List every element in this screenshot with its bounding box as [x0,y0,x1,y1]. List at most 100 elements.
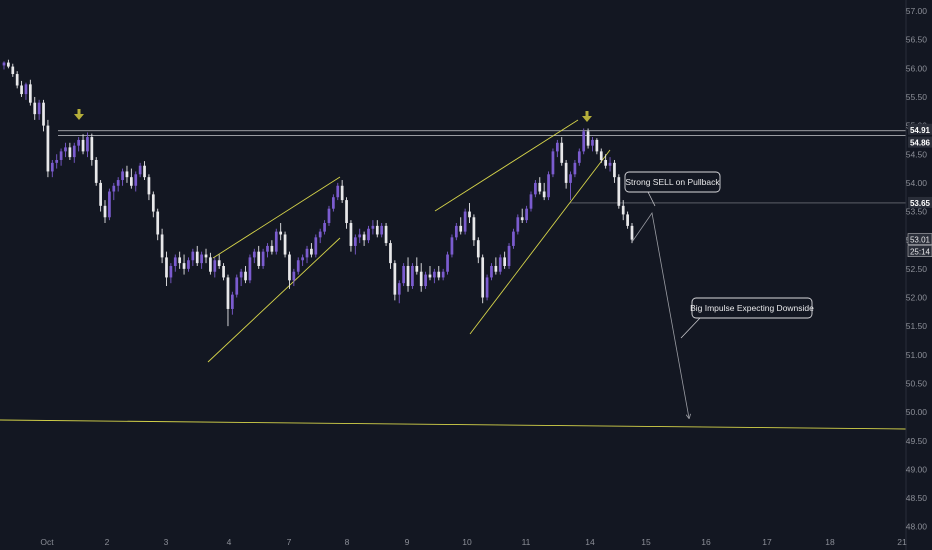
candle[interactable] [24,82,28,100]
candle[interactable] [441,268,445,281]
candle[interactable] [591,137,594,152]
candle[interactable] [50,159,54,178]
candle[interactable] [547,171,550,201]
candle[interactable] [503,251,507,269]
candle[interactable] [266,243,269,258]
candle[interactable] [129,168,133,189]
candle[interactable] [204,248,208,264]
price-label-53-01[interactable]: 53.01 [907,233,932,245]
candle[interactable] [608,157,612,172]
candle[interactable] [46,119,50,178]
candle[interactable] [332,194,335,212]
candle[interactable] [20,80,23,97]
candle[interactable] [520,208,524,224]
candle[interactable] [217,254,221,269]
candle[interactable] [125,165,129,183]
candle[interactable] [384,223,388,246]
candle[interactable] [446,251,449,275]
candle[interactable] [573,159,577,178]
candle[interactable] [494,257,498,275]
callout-big-impulse[interactable]: Big Impulse Expecting Downside [680,297,814,339]
price-label-54-91[interactable]: 54.91 [908,123,932,135]
candle[interactable] [213,257,217,278]
candle[interactable] [314,234,318,258]
candle[interactable] [252,248,256,264]
price-axis-strip[interactable] [906,0,932,550]
candle[interactable] [437,265,441,281]
candle[interactable] [112,182,116,201]
candle[interactable] [222,263,225,281]
candle[interactable] [498,254,502,275]
candle[interactable] [415,257,419,275]
trendline-lower-channel-1[interactable] [207,237,341,363]
candle[interactable] [274,228,278,255]
candle[interactable] [340,180,344,203]
candle[interactable] [37,99,41,120]
candle[interactable] [327,205,331,226]
candle[interactable] [454,223,458,241]
candle[interactable] [397,280,401,304]
candle[interactable] [178,251,182,269]
candle[interactable] [630,223,634,244]
candle[interactable] [353,234,357,255]
down-arrow-marker-icon[interactable] [74,109,84,120]
candle[interactable] [239,268,243,287]
price-label-54-86[interactable]: 54.86 [908,136,932,148]
candle[interactable] [516,214,520,235]
candle[interactable] [555,139,559,158]
candle[interactable] [209,252,212,275]
candle[interactable] [428,265,432,281]
candle[interactable] [103,200,107,224]
candle[interactable] [525,205,528,224]
candle[interactable] [138,162,142,178]
candle[interactable] [613,159,616,183]
candle[interactable] [143,161,146,181]
candle[interactable] [121,168,124,186]
candle[interactable] [569,171,572,201]
candle[interactable] [476,237,480,264]
candle[interactable] [270,240,274,255]
candle[interactable] [358,228,362,244]
candle[interactable] [173,254,177,272]
candle[interactable] [108,188,111,221]
candle[interactable] [28,79,32,106]
candle[interactable] [542,182,546,201]
candle[interactable] [86,132,89,158]
candle[interactable] [296,257,300,275]
candle[interactable] [64,142,67,158]
trendline-upper-channel-2[interactable] [434,119,579,212]
candle[interactable] [459,217,463,235]
candle[interactable] [507,243,511,269]
candle[interactable] [406,257,410,292]
candle[interactable] [151,191,155,218]
candle[interactable] [345,197,348,229]
trendline-upper-channel-1[interactable] [212,176,341,259]
candle[interactable] [292,268,296,287]
candle[interactable] [481,254,485,304]
candle[interactable] [283,231,287,258]
candle[interactable] [538,177,542,195]
candle[interactable] [33,96,37,120]
candle[interactable] [463,208,467,235]
candle[interactable] [371,220,375,235]
candle[interactable] [472,214,476,246]
candle[interactable] [7,59,10,69]
candle[interactable] [257,245,261,269]
candle[interactable] [261,248,265,269]
candle[interactable] [77,137,81,152]
candle[interactable] [191,248,195,266]
candle[interactable] [424,271,427,289]
candle[interactable] [367,225,370,244]
candle[interactable] [534,180,537,198]
candle[interactable] [419,263,423,292]
candle[interactable] [336,182,340,201]
candle[interactable] [279,223,283,241]
candle[interactable] [310,243,313,258]
candle[interactable] [11,63,15,77]
candle[interactable] [165,251,168,287]
candle[interactable] [195,245,199,266]
candle[interactable] [42,99,45,132]
candle[interactable] [72,142,76,163]
candle[interactable] [116,177,120,192]
candle[interactable] [450,234,454,258]
